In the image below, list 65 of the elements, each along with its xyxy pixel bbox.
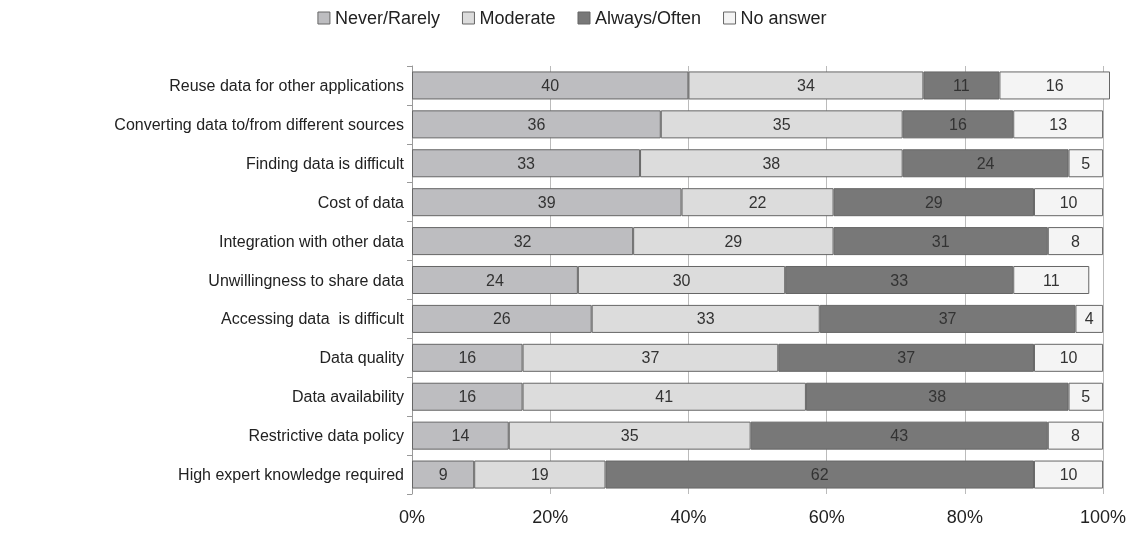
data-label: 41 (655, 388, 674, 406)
data-label: 34 (797, 76, 815, 94)
x-tick-label: 20% (532, 507, 569, 527)
data-label: 36 (527, 115, 546, 133)
data-label: 37 (938, 310, 957, 328)
data-label: 30 (672, 271, 691, 289)
data-label: 26 (492, 310, 511, 328)
data-label: 33 (517, 154, 536, 172)
x-tick-label: 60% (808, 507, 845, 527)
data-label: 29 (924, 193, 943, 211)
data-label: 16 (1045, 76, 1064, 94)
data-label: 40 (541, 76, 560, 94)
data-label: 37 (641, 349, 660, 367)
legend-label: Moderate (479, 8, 556, 28)
x-tick-label: 80% (946, 507, 983, 527)
y-tick-label: Data quality (319, 349, 404, 367)
data-label: 4 (1084, 310, 1094, 328)
data-label: 33 (696, 310, 715, 328)
data-label: 14 (451, 427, 470, 445)
data-label: 43 (890, 427, 909, 445)
y-tick-label: Finding data is difficult (245, 154, 405, 172)
x-tick-label: 100% (1080, 507, 1127, 527)
data-label: 24 (976, 154, 995, 172)
data-label: 38 (762, 154, 781, 172)
data-label: 35 (772, 115, 791, 133)
y-tick-label: Cost of data (317, 193, 405, 211)
y-tick-label: Converting data to/from different sources (114, 115, 404, 133)
data-label: 16 (458, 349, 477, 367)
data-label: 35 (620, 427, 639, 445)
x-tick-label: 40% (670, 507, 707, 527)
data-label: 39 (537, 193, 556, 211)
data-label: 22 (748, 193, 767, 211)
data-label: 33 (890, 271, 909, 289)
data-label: 5 (1081, 154, 1091, 172)
data-label: 8 (1070, 232, 1080, 250)
data-label: 62 (810, 466, 829, 484)
data-label: 19 (530, 466, 549, 484)
y-tick-label: Data availability (291, 388, 404, 406)
data-label: 24 (486, 271, 504, 289)
data-label: 13 (1049, 115, 1068, 133)
y-tick-label: Restrictive data policy (248, 427, 404, 445)
data-label: 38 (928, 388, 947, 406)
data-label: 16 (949, 115, 967, 133)
data-label: 37 (897, 349, 916, 367)
legend-label: Never/Rarely (334, 8, 440, 28)
y-tick-label: Reuse data for other applications (169, 76, 404, 94)
x-tick-label: 0% (398, 507, 426, 527)
data-label: 32 (513, 232, 532, 250)
data-label: 10 (1059, 466, 1078, 484)
data-label: 11 (1042, 271, 1060, 289)
legend-label: Always/Often (595, 8, 702, 28)
data-label: 16 (458, 388, 477, 406)
data-label: 10 (1059, 193, 1078, 211)
legend-label: No answer (740, 8, 827, 28)
data-label: 8 (1070, 427, 1080, 445)
data-label: 9 (438, 466, 448, 484)
y-tick-label: High expert knowledge required (178, 466, 404, 484)
data-label: 11 (953, 76, 970, 94)
y-tick-label: Unwillingness to share data (208, 271, 405, 289)
data-label: 31 (931, 232, 950, 250)
data-label: 10 (1059, 349, 1078, 367)
data-label: 29 (724, 232, 743, 250)
y-tick-label: Integration with other data (218, 232, 405, 250)
data-label: 5 (1081, 388, 1091, 406)
y-tick-label: Accessing data is difficult (221, 310, 405, 328)
